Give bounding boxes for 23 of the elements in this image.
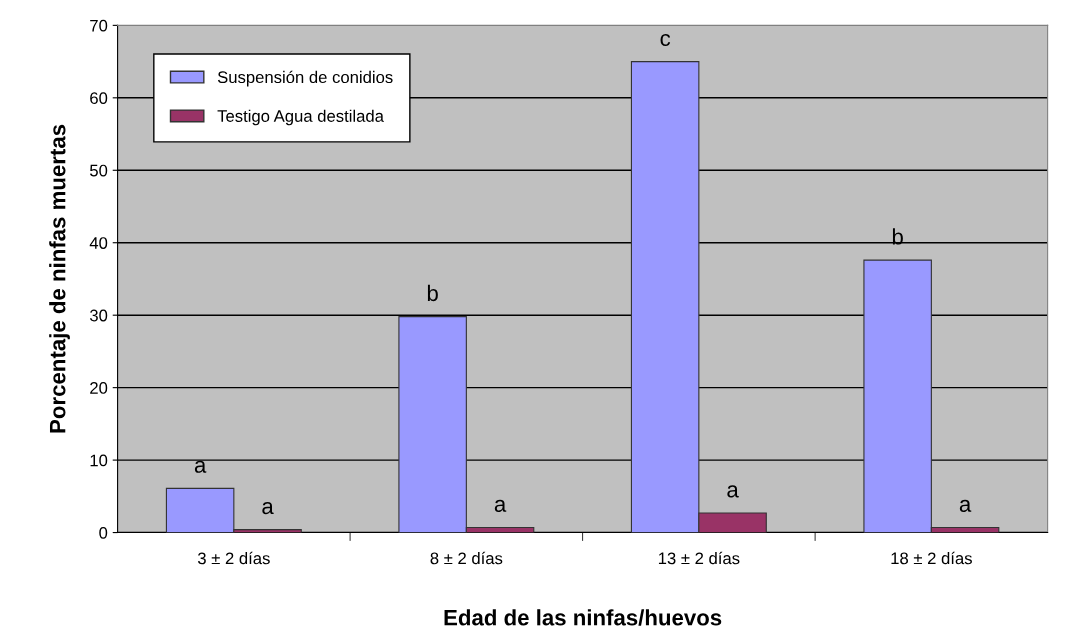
annotation: a (959, 499, 972, 512)
annotation: a (262, 501, 274, 515)
y-tick-label: 60 (90, 92, 108, 105)
x-tick-label: 13 ± 2 días (658, 551, 740, 565)
annotation: a (727, 485, 739, 498)
y-tick-label: 50 (90, 164, 108, 177)
y-tick-label: 20 (90, 382, 108, 394)
legend-label: Suspensión de conidios (217, 70, 393, 87)
y-tick-label: 0 (99, 526, 108, 539)
y-tick-label: 40 (89, 237, 108, 249)
annotation: b (427, 284, 438, 302)
y-tick-label: 30 (89, 309, 108, 322)
y-axis-title: Porcentaje de ninfas muertas (49, 124, 70, 433)
annotation: a (194, 460, 207, 473)
x-tick-label: 3 ± 2 días (197, 551, 270, 565)
annotation: c (660, 33, 671, 47)
y-tick-label: 70 (90, 19, 108, 32)
x-axis-title: Edad de las ninfas/huevos (444, 609, 722, 626)
x-tick-label: 8 ± 2 días (430, 551, 503, 565)
y-tick-label: 10 (90, 454, 108, 467)
legend-label: Testigo Agua destilada (217, 109, 384, 126)
annotation: a (494, 499, 507, 512)
x-tick-label: 18 ± 2 días (891, 551, 972, 565)
